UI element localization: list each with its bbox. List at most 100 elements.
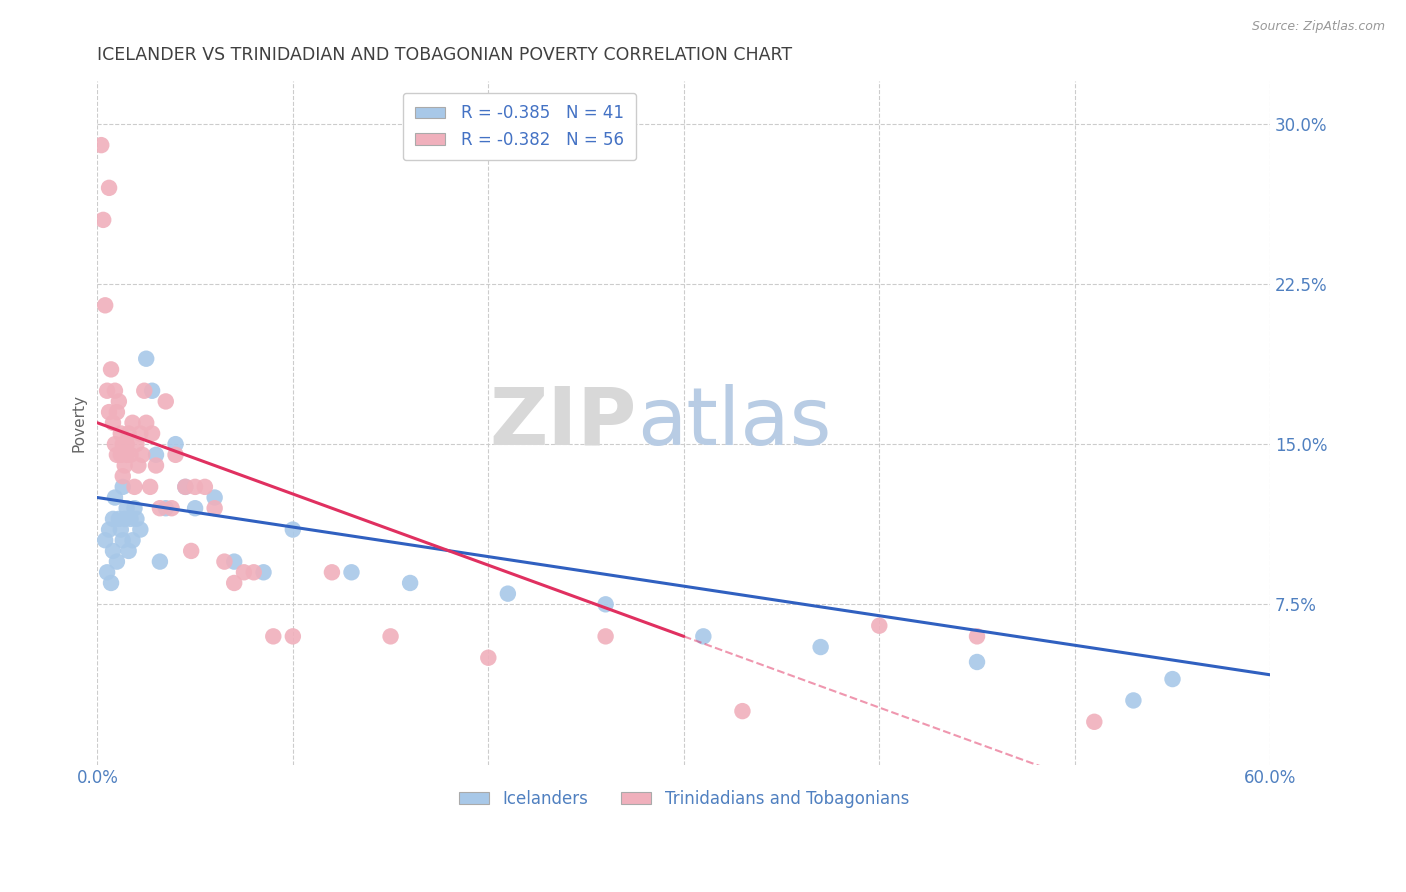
Point xyxy=(91,213,114,227)
Point xyxy=(98,523,121,537)
Point xyxy=(110,426,132,441)
Point xyxy=(121,533,143,548)
Point xyxy=(115,437,138,451)
Point xyxy=(124,480,146,494)
Point xyxy=(105,405,128,419)
Point xyxy=(731,704,754,718)
Point xyxy=(135,351,157,366)
Point xyxy=(104,491,127,505)
Point xyxy=(110,448,132,462)
Point xyxy=(125,512,148,526)
Point xyxy=(105,555,128,569)
Point xyxy=(114,458,136,473)
Point xyxy=(120,512,142,526)
Point xyxy=(124,501,146,516)
Point xyxy=(477,650,499,665)
Point xyxy=(111,533,134,548)
Point xyxy=(127,458,149,473)
Point xyxy=(252,566,274,580)
Point xyxy=(120,448,142,462)
Point xyxy=(214,555,236,569)
Point xyxy=(101,544,124,558)
Point xyxy=(98,405,121,419)
Point xyxy=(94,298,117,312)
Text: ICELANDER VS TRINIDADIAN AND TOBAGONIAN POVERTY CORRELATION CHART: ICELANDER VS TRINIDADIAN AND TOBAGONIAN … xyxy=(97,46,793,64)
Point xyxy=(868,618,890,632)
Point xyxy=(595,629,617,643)
Point xyxy=(262,629,284,643)
Point xyxy=(129,523,152,537)
Point xyxy=(110,523,132,537)
Point xyxy=(94,533,117,548)
Point xyxy=(125,437,148,451)
Point xyxy=(281,629,304,643)
Point xyxy=(114,512,136,526)
Point xyxy=(810,640,832,654)
Point xyxy=(111,437,134,451)
Point xyxy=(145,458,167,473)
Point xyxy=(134,384,156,398)
Text: ZIP: ZIP xyxy=(489,384,637,462)
Point xyxy=(496,587,519,601)
Point xyxy=(96,566,118,580)
Point xyxy=(121,416,143,430)
Point xyxy=(131,448,153,462)
Point xyxy=(966,655,988,669)
Point xyxy=(1161,672,1184,686)
Point xyxy=(321,566,343,580)
Point xyxy=(129,426,152,441)
Point xyxy=(224,576,246,591)
Y-axis label: Poverty: Poverty xyxy=(72,393,86,451)
Point xyxy=(100,362,122,376)
Point xyxy=(174,480,197,494)
Point xyxy=(101,512,124,526)
Point xyxy=(165,448,187,462)
Point xyxy=(117,426,139,441)
Point xyxy=(115,501,138,516)
Point xyxy=(692,629,714,643)
Point xyxy=(224,555,246,569)
Point xyxy=(139,480,162,494)
Point xyxy=(149,501,172,516)
Text: Source: ZipAtlas.com: Source: ZipAtlas.com xyxy=(1251,20,1385,33)
Point xyxy=(104,437,127,451)
Text: atlas: atlas xyxy=(637,384,831,462)
Point xyxy=(141,384,163,398)
Point xyxy=(184,480,207,494)
Point xyxy=(108,394,131,409)
Point xyxy=(155,501,177,516)
Point xyxy=(233,566,256,580)
Point xyxy=(380,629,402,643)
Point xyxy=(194,480,217,494)
Point xyxy=(141,426,163,441)
Point xyxy=(111,469,134,483)
Point xyxy=(204,491,226,505)
Point xyxy=(184,501,207,516)
Point xyxy=(101,416,124,430)
Point xyxy=(340,566,363,580)
Point xyxy=(399,576,422,591)
Point xyxy=(160,501,183,516)
Point xyxy=(149,555,172,569)
Point xyxy=(1122,693,1144,707)
Point xyxy=(165,437,187,451)
Point xyxy=(108,512,131,526)
Point xyxy=(155,394,177,409)
Legend: Icelanders, Trinidadians and Tobagonians: Icelanders, Trinidadians and Tobagonians xyxy=(451,783,915,814)
Point xyxy=(180,544,202,558)
Point xyxy=(98,181,121,195)
Point xyxy=(966,629,988,643)
Point xyxy=(96,384,118,398)
Point xyxy=(281,523,304,537)
Point xyxy=(105,448,128,462)
Point xyxy=(100,576,122,591)
Point xyxy=(117,544,139,558)
Point xyxy=(104,384,127,398)
Point xyxy=(204,501,226,516)
Point xyxy=(145,448,167,462)
Point xyxy=(135,416,157,430)
Point xyxy=(111,480,134,494)
Point xyxy=(595,597,617,611)
Point xyxy=(90,138,112,153)
Point xyxy=(242,566,264,580)
